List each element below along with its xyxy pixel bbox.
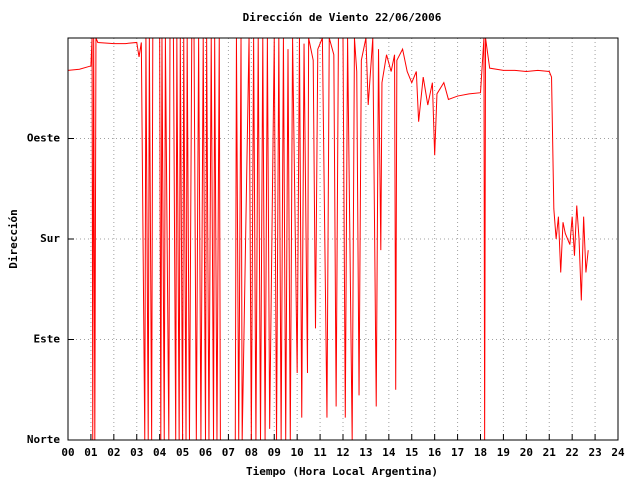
- x-tick-label: 10: [291, 446, 304, 459]
- plot-frame: [67, 37, 619, 441]
- x-tick-label: 02: [107, 446, 120, 459]
- x-tick-label: 15: [405, 446, 418, 459]
- x-tick-label: 22: [566, 446, 579, 459]
- x-tick-label: 20: [520, 446, 533, 459]
- x-axis-label: Tiempo (Hora Local Argentina): [246, 465, 438, 478]
- x-tick-label: 07: [222, 446, 235, 459]
- x-tick-label: 21: [543, 446, 557, 459]
- x-tick-label: 06: [199, 446, 213, 459]
- x-tick-label: 19: [497, 446, 510, 459]
- x-tick-label: 05: [176, 446, 189, 459]
- x-tick-label: 01: [84, 446, 98, 459]
- x-tick-label: 24: [611, 446, 625, 459]
- x-tick-label: 23: [588, 446, 601, 459]
- x-tick-label: 13: [359, 446, 372, 459]
- y-tick-label: Oeste: [27, 132, 60, 145]
- x-tick-label: 09: [268, 446, 281, 459]
- x-tick-label: 11: [313, 446, 327, 459]
- y-axis-label: Dirección: [7, 209, 20, 269]
- x-tick-label: 17: [451, 446, 464, 459]
- x-tick-label: 08: [245, 446, 258, 459]
- x-tick-label: 14: [382, 446, 396, 459]
- x-tick-label: 00: [61, 446, 74, 459]
- x-tick-label: 03: [130, 446, 143, 459]
- x-tick-label: 12: [336, 446, 349, 459]
- y-tick-label: Sur: [40, 232, 60, 245]
- x-tick-label: 04: [153, 446, 167, 459]
- y-tick-label: Norte: [27, 433, 60, 446]
- x-tick-label: 18: [474, 446, 487, 459]
- x-tick-label: 16: [428, 446, 442, 459]
- chart-title: Dirección de Viento 22/06/2006: [243, 11, 442, 24]
- y-tick-label: Este: [34, 333, 61, 346]
